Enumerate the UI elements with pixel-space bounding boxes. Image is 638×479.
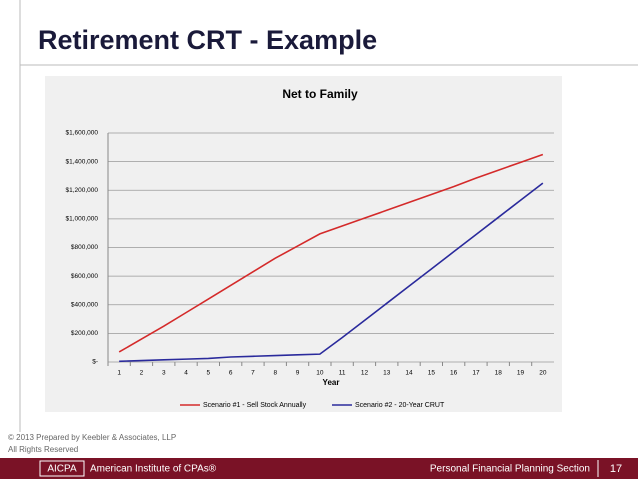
x-tick-label: 3 <box>162 370 166 377</box>
x-tick-label: 19 <box>517 370 525 377</box>
section-name: Personal Financial Planning Section <box>430 464 590 475</box>
legend-label: Scenario #1 - Sell Stock Annually <box>203 402 307 409</box>
x-tick-label: 15 <box>428 370 436 377</box>
y-tick-label: $400,000 <box>71 301 98 308</box>
page-number: 17 <box>610 463 622 475</box>
series-line <box>118 153 544 353</box>
footer-bar <box>0 458 638 479</box>
y-tick-label: $800,000 <box>71 244 98 251</box>
y-tick-label: $1,000,000 <box>65 216 98 223</box>
chart-title: Net to Family <box>282 87 358 101</box>
y-tick-label: $1,200,000 <box>65 187 98 194</box>
x-tick-label: 7 <box>251 370 255 377</box>
x-tick-label: 17 <box>472 370 480 377</box>
org-name: American Institute of CPAs® <box>90 464 217 475</box>
x-tick-label: 5 <box>207 370 211 377</box>
x-tick-label: 20 <box>539 370 547 377</box>
logo: AICPA <box>47 464 77 475</box>
chart-area <box>45 76 562 412</box>
x-tick-label: 18 <box>495 370 503 377</box>
y-tick-label: $1,400,000 <box>65 158 98 165</box>
y-tick-label: $1,600,000 <box>65 130 98 137</box>
series-line <box>119 182 544 363</box>
y-tick-label: $200,000 <box>71 330 98 337</box>
y-tick-label: $- <box>92 359 98 366</box>
x-tick-label: 13 <box>383 370 391 377</box>
x-tick-label: 2 <box>140 370 144 377</box>
logo-box <box>39 460 85 477</box>
legend-label: Scenario #2 - 20-Year CRUT <box>355 402 445 409</box>
x-tick-label: 8 <box>273 370 277 377</box>
x-tick-label: 11 <box>339 370 346 377</box>
x-tick-label: 1 <box>117 370 121 377</box>
copyright: © 2013 Prepared by Keebler & Associates,… <box>8 433 176 442</box>
x-tick-label: 9 <box>296 370 300 377</box>
x-axis-title: Year <box>323 378 340 387</box>
x-tick-label: 4 <box>184 370 188 377</box>
slide-title: Retirement CRT - Example <box>38 25 377 55</box>
x-tick-label: 14 <box>405 370 413 377</box>
rights: All Rights Reserved <box>8 445 78 454</box>
y-tick-label: $600,000 <box>71 273 98 280</box>
x-tick-label: 12 <box>361 370 369 377</box>
x-tick-label: 10 <box>316 370 324 377</box>
x-tick-label: 6 <box>229 370 233 377</box>
x-tick-label: 16 <box>450 370 458 377</box>
